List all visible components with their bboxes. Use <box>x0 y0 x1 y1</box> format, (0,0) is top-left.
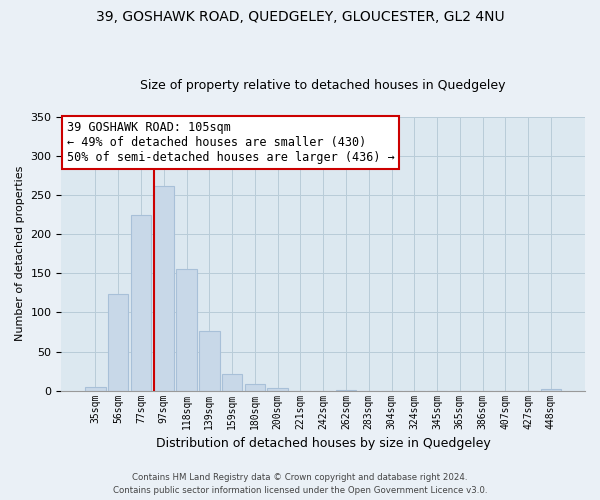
Bar <box>541 389 561 390</box>
Bar <box>131 214 151 390</box>
Bar <box>199 331 220 390</box>
Text: 39, GOSHAWK ROAD, QUEDGELEY, GLOUCESTER, GL2 4NU: 39, GOSHAWK ROAD, QUEDGELEY, GLOUCESTER,… <box>95 10 505 24</box>
Bar <box>222 374 242 390</box>
Bar <box>85 386 106 390</box>
Y-axis label: Number of detached properties: Number of detached properties <box>15 166 25 342</box>
Bar <box>268 388 288 390</box>
Bar <box>245 384 265 390</box>
X-axis label: Distribution of detached houses by size in Quedgeley: Distribution of detached houses by size … <box>156 437 491 450</box>
Text: 39 GOSHAWK ROAD: 105sqm
← 49% of detached houses are smaller (430)
50% of semi-d: 39 GOSHAWK ROAD: 105sqm ← 49% of detache… <box>67 121 394 164</box>
Title: Size of property relative to detached houses in Quedgeley: Size of property relative to detached ho… <box>140 79 506 92</box>
Bar <box>176 270 197 390</box>
Text: Contains HM Land Registry data © Crown copyright and database right 2024.
Contai: Contains HM Land Registry data © Crown c… <box>113 474 487 495</box>
Bar <box>108 294 128 390</box>
Bar <box>154 186 174 390</box>
